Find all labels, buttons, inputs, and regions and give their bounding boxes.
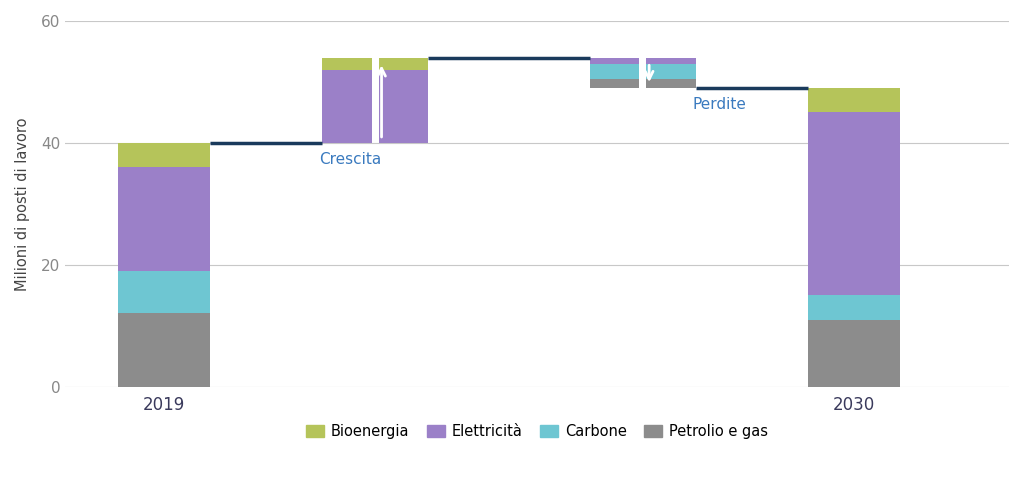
Bar [808,320,900,387]
Bar [118,313,210,387]
Bar [323,70,372,143]
Bar [808,112,900,295]
Bar [118,143,210,167]
Bar [118,271,210,313]
Bar [808,295,900,320]
Bar [379,58,428,70]
Bar [590,63,639,79]
Bar [646,79,695,88]
Bar [323,58,372,70]
Y-axis label: Milioni di posti di lavoro: Milioni di posti di lavoro [15,117,30,291]
Bar [590,79,639,88]
Text: Crescita: Crescita [318,152,381,167]
Bar [379,70,428,143]
Bar [646,63,695,79]
Text: Perdite: Perdite [692,97,745,112]
Bar [646,58,695,63]
Bar [590,58,639,63]
Bar [118,167,210,271]
Bar [808,88,900,112]
Legend: Bioenergia, Elettricità, Carbone, Petrolio e gas: Bioenergia, Elettricità, Carbone, Petrol… [300,418,774,445]
